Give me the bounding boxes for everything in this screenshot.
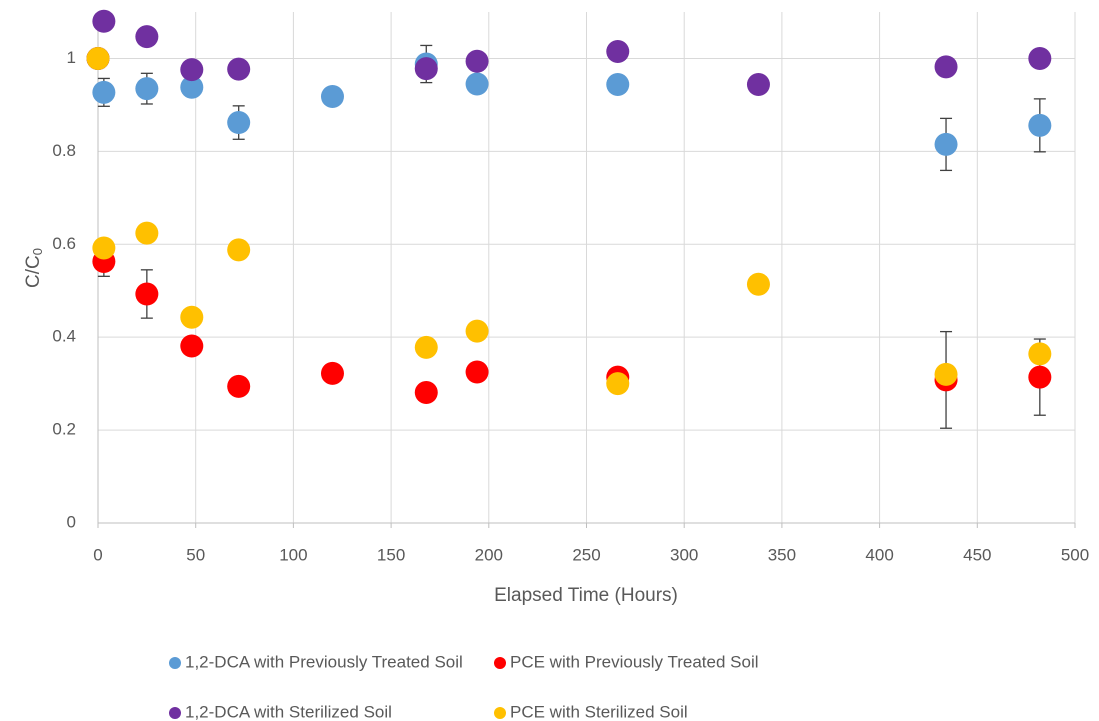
x-tick-label: 450: [963, 545, 991, 564]
point: [934, 55, 958, 79]
point: [465, 72, 489, 96]
x-tick-label: 200: [475, 545, 503, 564]
point: [227, 238, 251, 262]
point: [1028, 365, 1052, 389]
y-axis-title-main: C/C: [23, 255, 44, 288]
point: [465, 360, 489, 384]
y-tick-label: 0.4: [52, 327, 76, 346]
point: [135, 221, 159, 245]
point: [1028, 46, 1052, 70]
point: [606, 39, 630, 63]
legend-marker: [169, 657, 181, 669]
point: [414, 380, 438, 404]
point: [92, 236, 116, 260]
point: [92, 80, 116, 104]
point: [180, 334, 204, 358]
point: [320, 361, 344, 385]
y-tick-label: 1: [67, 48, 76, 67]
point: [606, 72, 630, 96]
point: [92, 9, 116, 33]
point: [180, 305, 204, 329]
x-tick-label: 100: [279, 545, 307, 564]
y-tick-label: 0.2: [52, 420, 76, 439]
point: [465, 49, 489, 73]
point: [135, 282, 159, 306]
point: [934, 132, 958, 156]
point: [1028, 342, 1052, 366]
legend-marker: [494, 707, 506, 719]
x-tick-label: 50: [186, 545, 205, 564]
point: [606, 372, 630, 396]
x-tick-label: 150: [377, 545, 405, 564]
point: [135, 77, 159, 101]
legend-marker: [169, 707, 181, 719]
point: [934, 362, 958, 386]
point: [746, 72, 770, 96]
x-tick-label: 500: [1061, 545, 1089, 564]
y-tick-label: 0.8: [52, 141, 76, 160]
y-tick-label: 0.6: [52, 234, 76, 253]
point: [180, 58, 204, 82]
point: [1028, 113, 1052, 137]
y-axis-title: C/C0: [23, 248, 45, 288]
point: [135, 25, 159, 49]
point: [227, 111, 251, 135]
x-tick-label: 350: [768, 545, 796, 564]
legend-label: PCE with Previously Treated Soil: [510, 652, 759, 671]
point: [180, 75, 204, 99]
point: [465, 319, 489, 343]
legend-label: 1,2-DCA with Sterilized Soil: [185, 702, 392, 721]
x-tick-label: 0: [93, 545, 102, 564]
point: [227, 374, 251, 398]
x-tick-label: 300: [670, 545, 698, 564]
legend-label: PCE with Sterilized Soil: [510, 702, 688, 721]
x-tick-label: 400: [865, 545, 893, 564]
point: [746, 272, 770, 296]
point: [414, 57, 438, 81]
legend-label: 1,2-DCA with Previously Treated Soil: [185, 652, 463, 671]
x-tick-label: 250: [572, 545, 600, 564]
point: [414, 335, 438, 359]
x-axis-title: Elapsed Time (Hours): [494, 585, 678, 606]
point: [86, 46, 110, 70]
point: [320, 85, 344, 109]
legend-marker: [494, 657, 506, 669]
point: [227, 57, 251, 81]
y-tick-label: 0: [67, 512, 76, 531]
y-axis-title-subscript: 0: [30, 248, 45, 255]
